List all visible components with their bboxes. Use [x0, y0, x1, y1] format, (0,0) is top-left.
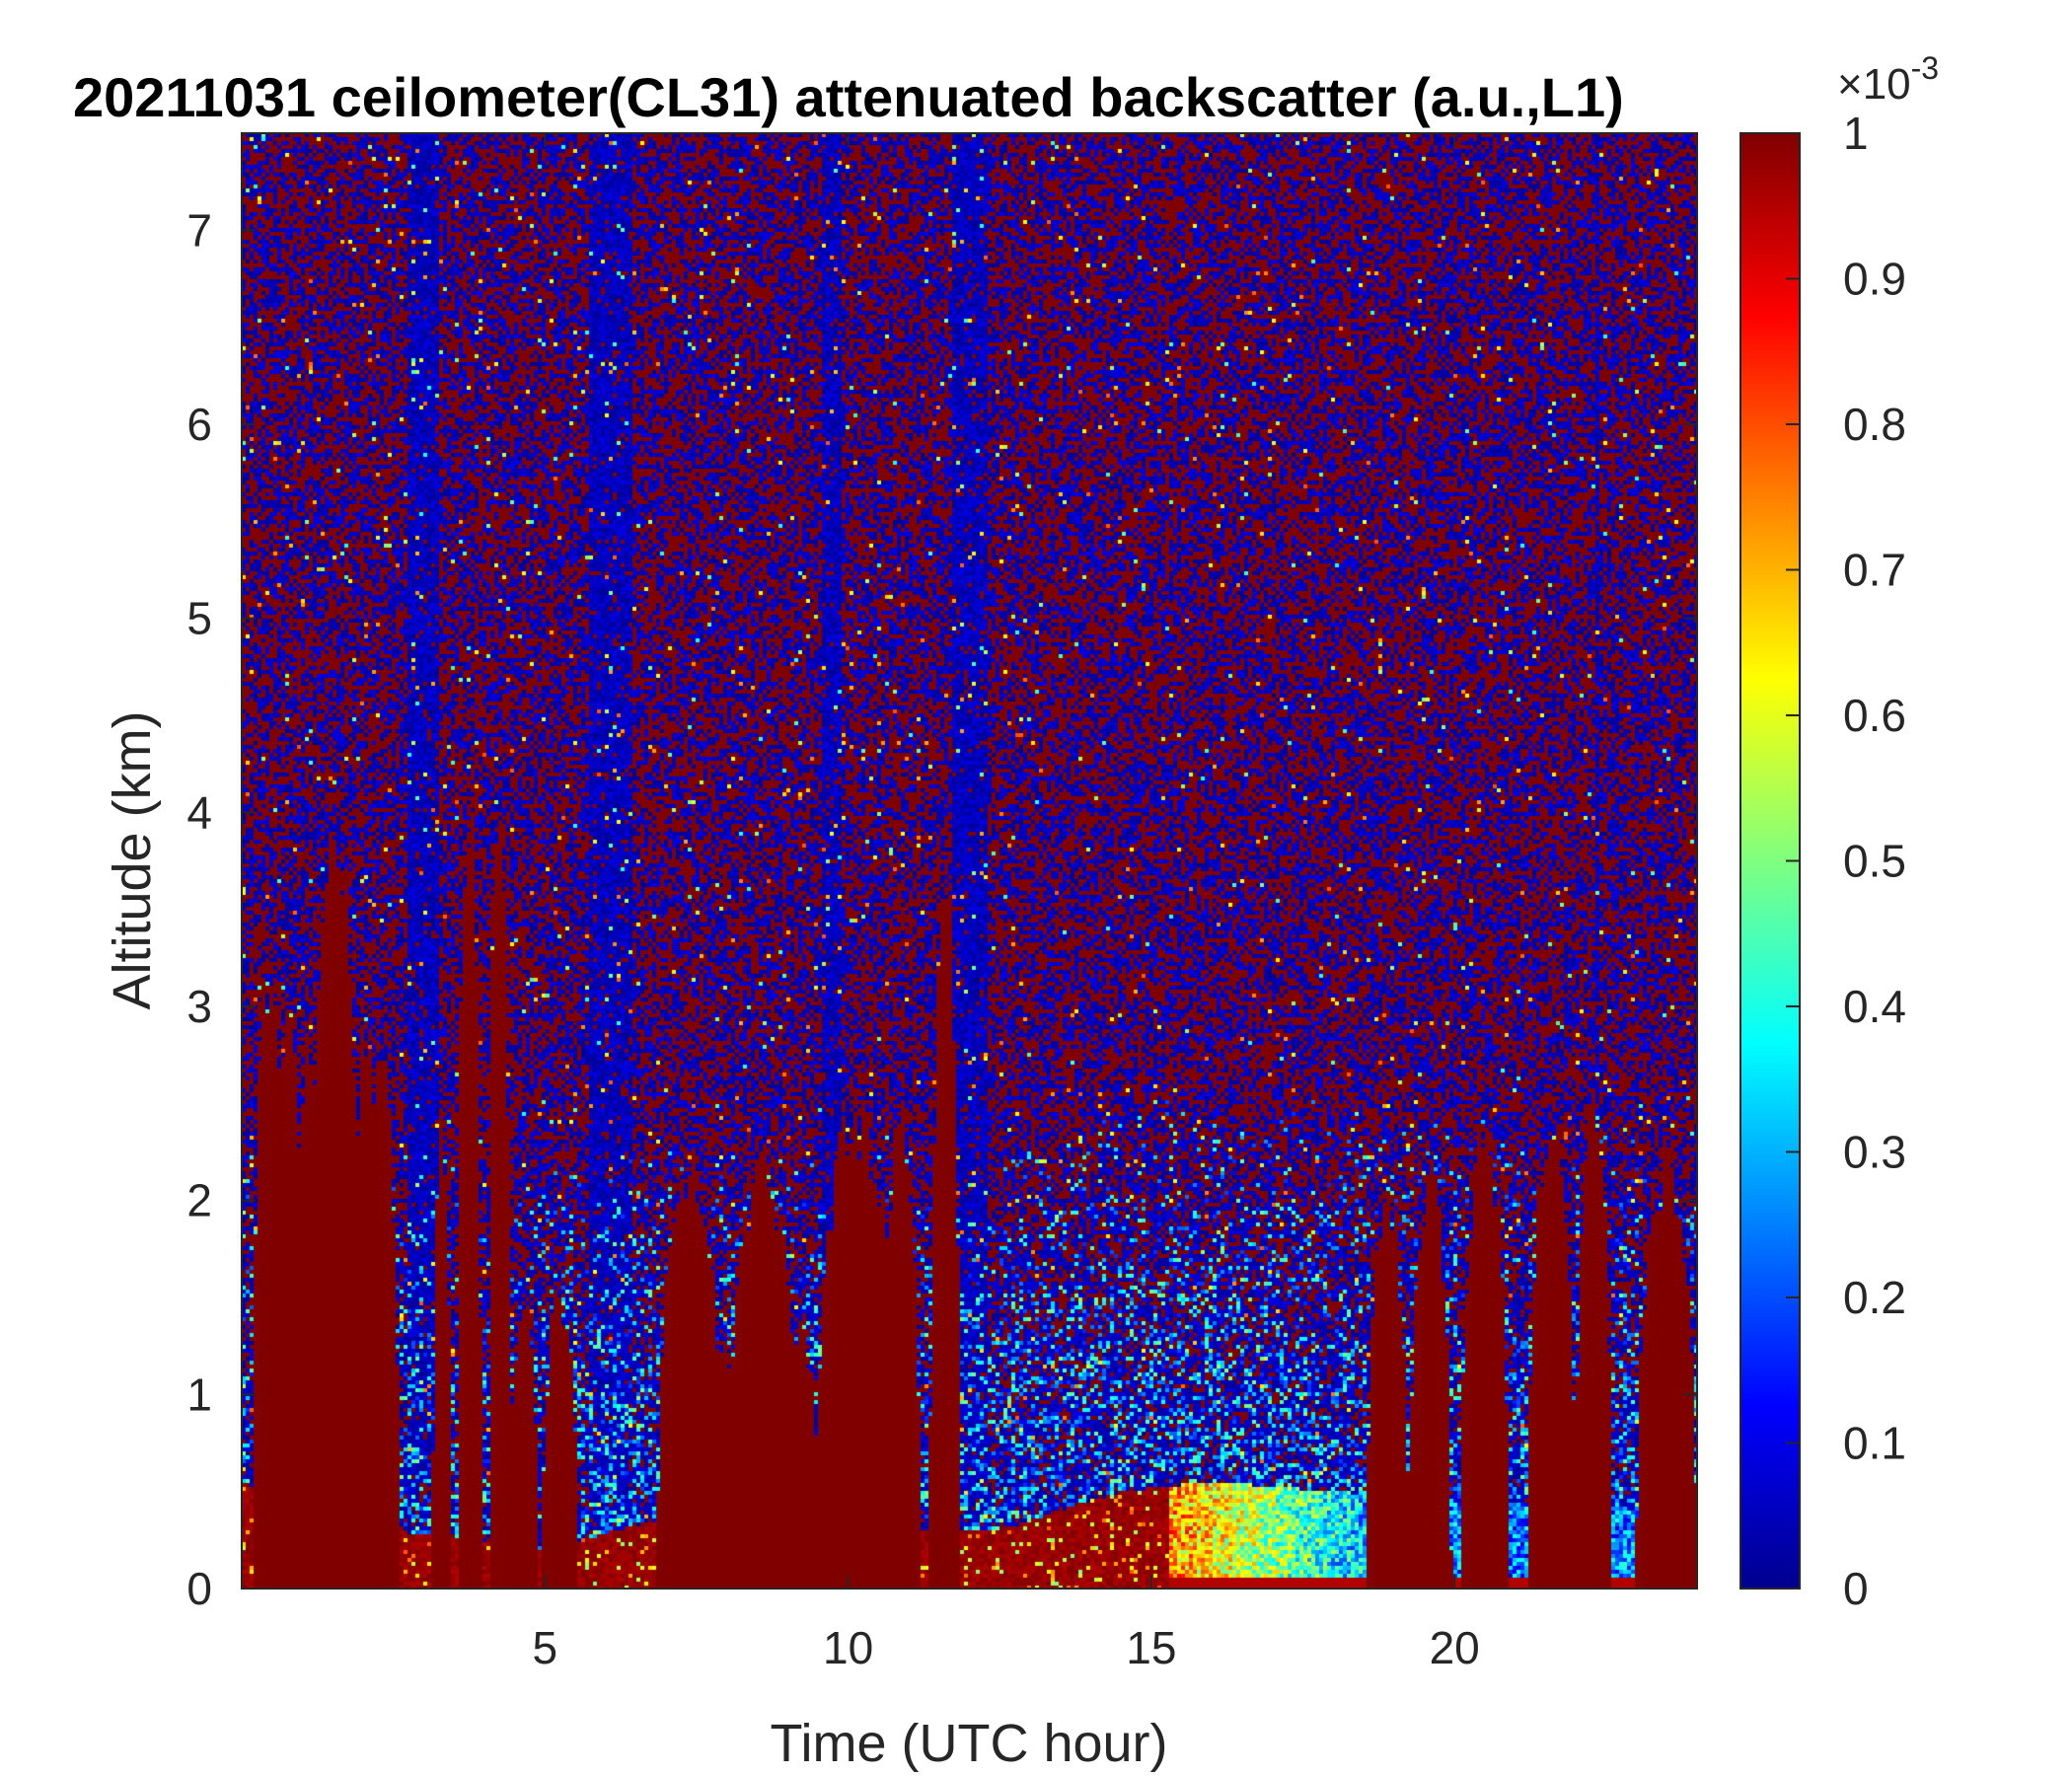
colorbar-tick-label: 0.9 [1843, 254, 1906, 305]
y-tick-label: 5 [186, 593, 212, 644]
y-tick-label: 7 [186, 204, 212, 256]
colorbar-tick-label: 0.8 [1843, 399, 1906, 450]
colorbar-scale-label: ×10-3 [1837, 50, 1939, 109]
y-axis-label: Altitude (km) [103, 710, 162, 1009]
x-tick-label: 10 [823, 1622, 873, 1673]
y-axis: 0 1 2 3 4 5 6 7 [186, 204, 1697, 1614]
colorbar-tick-label: 0.5 [1843, 836, 1906, 887]
y-tick-label: 4 [186, 786, 212, 838]
colorbar-tick-label: 0 [1843, 1563, 1869, 1614]
colorbar-tick-label: 0.1 [1843, 1418, 1906, 1469]
y-tick-label: 3 [186, 981, 212, 1032]
y-tick-label: 0 [186, 1563, 212, 1614]
x-axis-label: Time (UTC hour) [770, 1714, 1167, 1773]
colorbar-tick-label: 0.6 [1843, 690, 1906, 741]
chart-title: 20211031 ceilometer(CL31) attenuated bac… [73, 66, 1624, 128]
colorbar-scale-exponent: -3 [1911, 50, 1939, 86]
x-tick-label: 15 [1126, 1622, 1176, 1673]
y-tick-label: 1 [186, 1369, 212, 1420]
y-tick-label: 6 [186, 399, 212, 450]
colorbar-tick-label: 0.2 [1843, 1272, 1906, 1323]
plot-area [241, 132, 1698, 1590]
y-tick-label: 2 [186, 1175, 212, 1226]
backscatter-heatmap [242, 133, 1697, 1589]
x-tick-label: 5 [532, 1622, 557, 1673]
colorbar: 0 0.1 0.2 0.3 0.4 0.5 0.6 0.7 0.8 0.9 1 ×10-3 [1739, 50, 1939, 1614]
x-axis: 5 10 15 20 [532, 133, 1480, 1673]
colorbar-tick-label: 0.3 [1843, 1127, 1906, 1178]
colorbar-tick-label: 1 [1843, 108, 1869, 159]
plot-frame [241, 132, 1698, 1590]
colorbar-scale-base: ×10 [1837, 60, 1911, 109]
x-tick-label: 20 [1430, 1622, 1480, 1673]
colorbar-ticks: 0 0.1 0.2 0.3 0.4 0.5 0.6 0.7 0.8 0.9 1 [1786, 108, 1906, 1614]
colorbar-tick-label: 0.4 [1843, 981, 1906, 1032]
colorbar-tick-label: 0.7 [1843, 545, 1906, 596]
